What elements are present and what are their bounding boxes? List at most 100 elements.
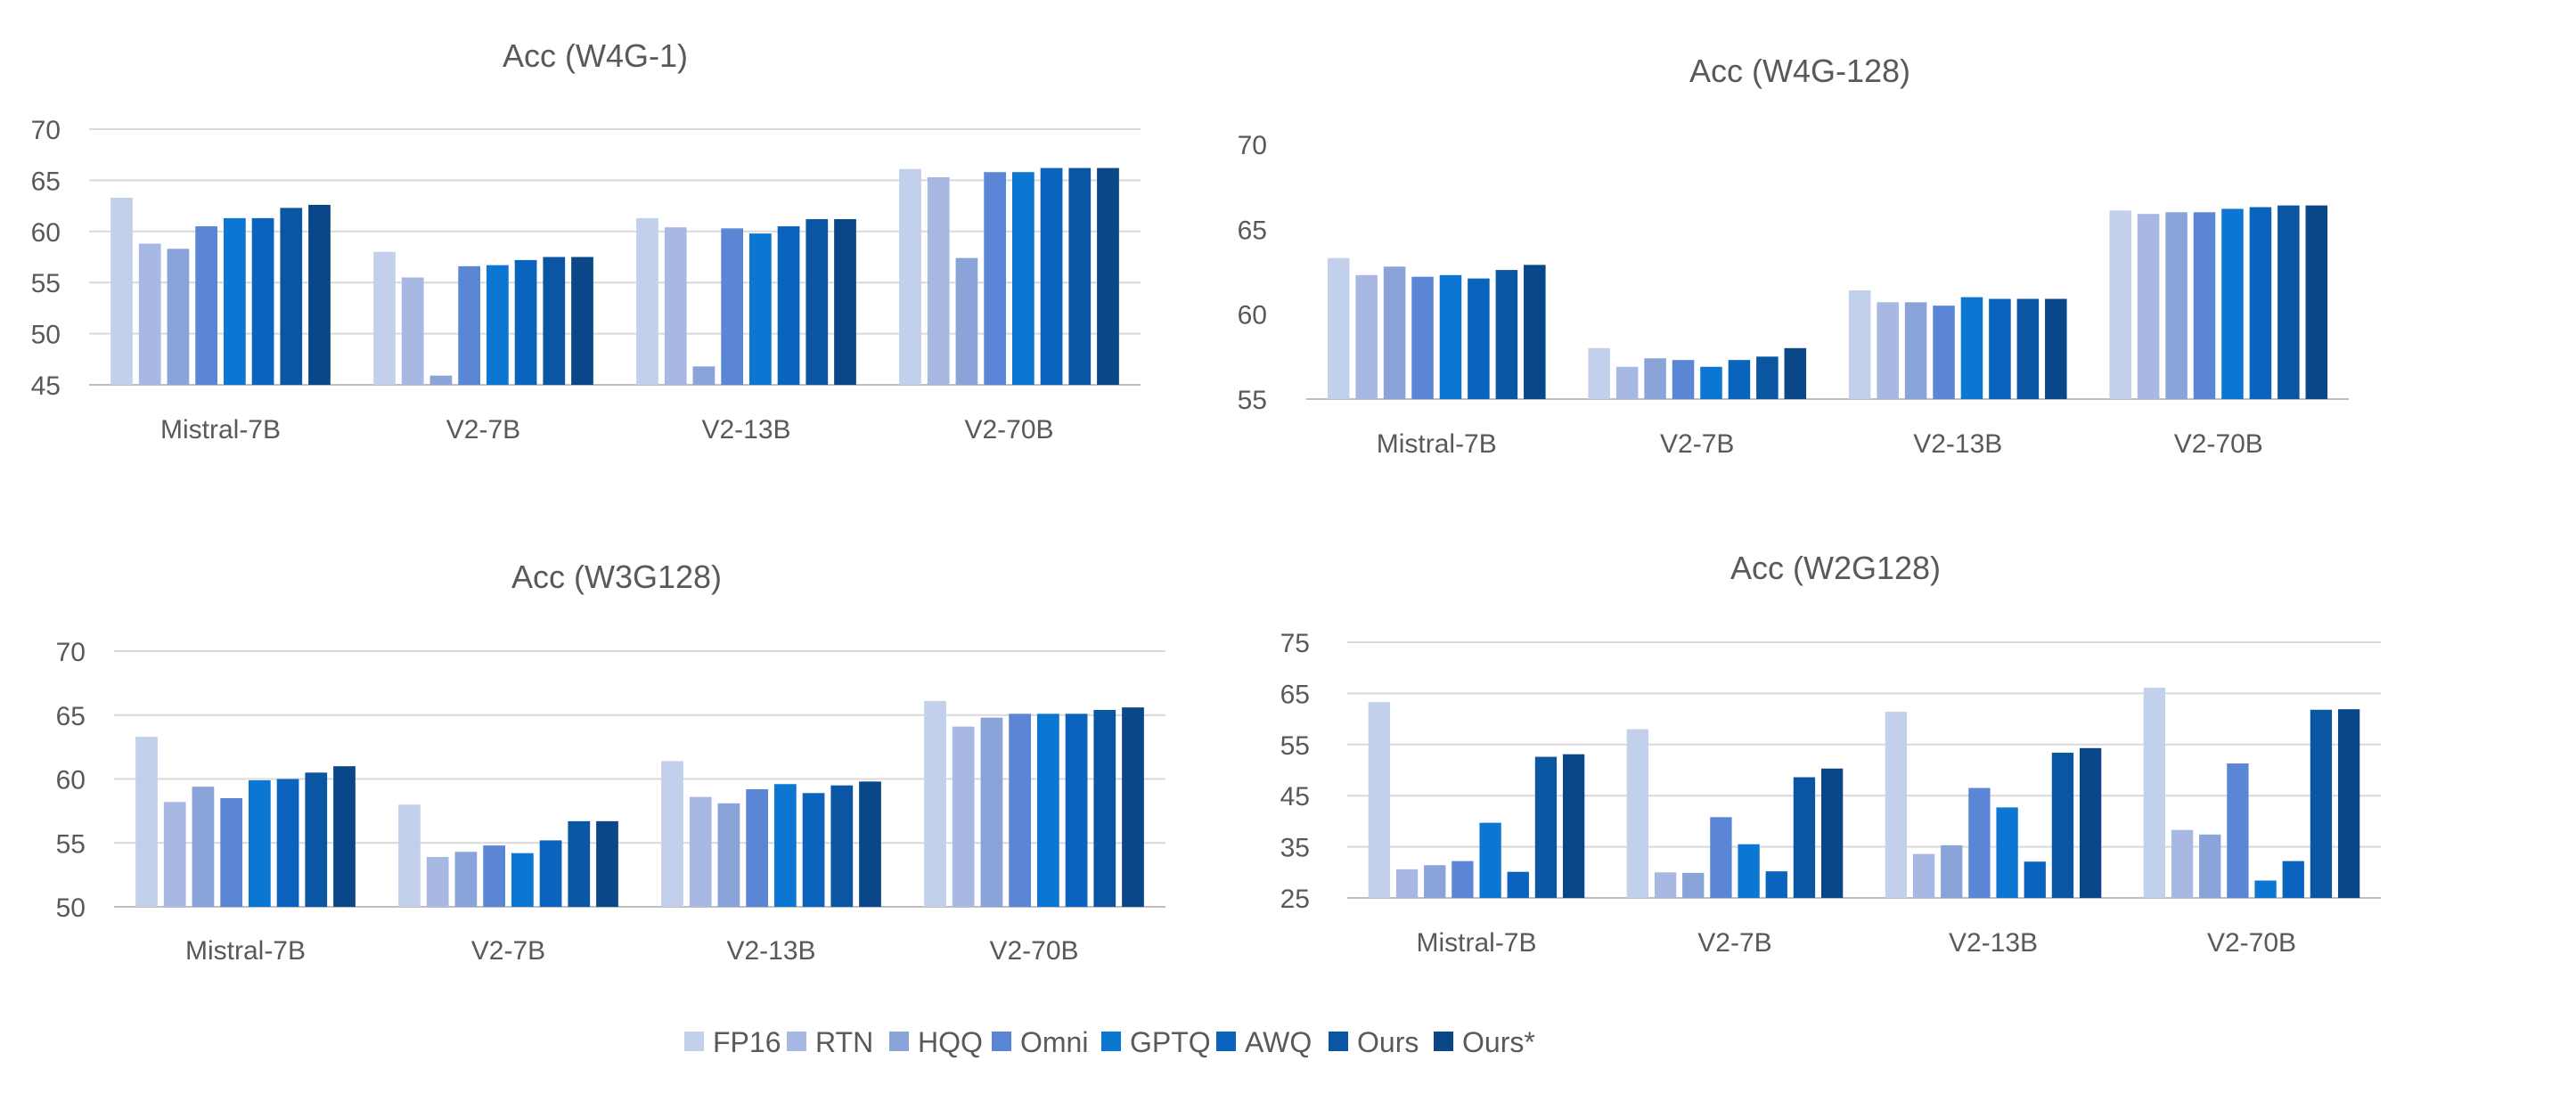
y-tick-label: 55: [1280, 731, 1310, 761]
bar-ours-v2-7b: [1793, 777, 1816, 898]
bar-gptq-v2-70b: [2254, 880, 2277, 898]
y-tick-label: 65: [31, 167, 61, 196]
bar-omni-mistral-7b: [1411, 276, 1434, 399]
bar-gptq-v2-7b: [511, 852, 534, 907]
x-category-label: Mistral-7B: [1416, 928, 1536, 958]
x-category-label: V2-7B: [471, 936, 545, 966]
x-category-label: V2-13B: [1949, 928, 2038, 958]
bar-ours-star-mistral-7b: [308, 204, 331, 385]
bar-omni-mistral-7b: [195, 226, 218, 385]
x-category-label: V2-7B: [446, 415, 520, 445]
x-category-label: V2-70B: [2174, 429, 2263, 459]
bar-fp16-mistral-7b: [1368, 702, 1391, 898]
bar-fp16-mistral-7b: [1327, 257, 1350, 399]
bar-ours-star-v2-7b: [1784, 347, 1807, 399]
bar-ours-mistral-7b: [305, 772, 328, 907]
bar-awq-mistral-7b: [1507, 871, 1529, 898]
bar-rtn-v2-70b: [952, 726, 975, 907]
bar-fp16-v2-7b: [1588, 347, 1610, 399]
bar-ours-star-v2-70b: [2305, 205, 2328, 399]
bar-rtn-v2-13b: [1877, 302, 1899, 399]
bar-hqq-v2-70b: [980, 717, 1003, 907]
bar-ours-v2-70b: [2278, 205, 2300, 399]
y-tick-label: 60: [1238, 301, 1267, 330]
bar-omni-v2-7b: [1672, 360, 1695, 399]
x-category-label: V2-70B: [989, 936, 1078, 966]
chart-title: Acc (W3G128): [511, 559, 722, 595]
bar-ours-star-v2-13b: [2045, 298, 2067, 399]
y-tick-label: 65: [56, 702, 86, 731]
legend: FP16 RTN HQQ Omni GPTQ AWQ Ours Ours*: [684, 1026, 1535, 1058]
bar-awq-v2-7b: [1765, 871, 1787, 898]
bar-omni-v2-13b: [1933, 306, 1955, 399]
bar-rtn-v2-70b: [2171, 829, 2194, 898]
bar-hqq-v2-70b: [955, 257, 978, 385]
bar-ours-v2-13b: [830, 785, 854, 907]
legend-swatch: [1329, 1032, 1348, 1051]
bar-gptq-v2-13b: [1960, 297, 1983, 399]
bar-rtn-v2-7b: [1654, 872, 1677, 898]
bar-gptq-mistral-7b: [1439, 274, 1462, 399]
bar-omni-v2-70b: [1009, 714, 1032, 907]
bar-awq-v2-13b: [2024, 861, 2046, 898]
y-tick-label: 45: [1280, 782, 1310, 812]
bar-hqq-mistral-7b: [1383, 266, 1406, 399]
bar-gptq-v2-7b: [1700, 366, 1722, 399]
x-category-label: V2-70B: [964, 415, 1053, 445]
bar-omni-v2-13b: [1968, 787, 1991, 898]
chart-panel-4: Acc (W2G128) 25 35 45 55 65 75 Mistral-7B V2-7B V…: [1280, 550, 2381, 958]
y-tick-label: 65: [1238, 216, 1267, 245]
bar-ours-star-v2-13b: [834, 219, 856, 385]
bar-rtn-v2-70b: [2137, 214, 2160, 399]
bar-rtn-v2-13b: [689, 796, 712, 907]
bar-rtn-v2-13b: [1912, 853, 1935, 898]
bar-gptq-mistral-7b: [248, 779, 271, 907]
y-tick-label: 50: [31, 321, 61, 350]
y-tick-label: 70: [1238, 131, 1267, 160]
bar-omni-v2-13b: [721, 228, 744, 385]
bar-hqq-v2-70b: [2165, 212, 2188, 399]
x-category-label: Mistral-7B: [1377, 429, 1497, 459]
legend-swatch: [1434, 1032, 1453, 1051]
bar-ours-v2-70b: [1068, 167, 1092, 385]
y-tick-label: 60: [31, 218, 61, 248]
bar-ours-v2-13b: [2051, 752, 2074, 898]
bar-rtn-v2-13b: [664, 227, 687, 385]
bar-awq-v2-7b: [1728, 360, 1751, 399]
bar-hqq-v2-7b: [1682, 872, 1705, 898]
bar-omni-v2-7b: [483, 845, 506, 907]
legend-label: Ours*: [1462, 1026, 1535, 1058]
bar-ours-v2-7b: [1756, 356, 1779, 399]
legend-label: RTN: [815, 1026, 873, 1058]
bar-awq-mistral-7b: [276, 779, 299, 907]
bar-gptq-mistral-7b: [223, 217, 246, 385]
chart-panel-1: Acc (W4G-1) 45 50 55 60 65 70 Mistral-7B V2-7B V2…: [31, 37, 1141, 445]
y-tick-label: 25: [1280, 885, 1310, 914]
bar-fp16-v2-7b: [373, 251, 396, 385]
bar-omni-v2-7b: [1710, 817, 1732, 898]
bar-ours-star-v2-7b: [571, 257, 593, 385]
chart-title: Acc (W2G128): [1730, 550, 1941, 586]
legend-label: AWQ: [1245, 1026, 1312, 1058]
bar-hqq-v2-13b: [717, 803, 740, 907]
bar-fp16-v2-70b: [2143, 688, 2166, 898]
chart-panel-3: Acc (W3G128) 50 55 60 65 70 Mistral-7B V2-7B V2-…: [56, 559, 1165, 966]
bar-hqq-mistral-7b: [167, 249, 190, 385]
bar-ours-v2-70b: [2310, 709, 2333, 898]
bar-ours-star-v2-7b: [1820, 768, 1844, 898]
bar-ours-star-v2-70b: [2337, 709, 2360, 898]
bar-gptq-v2-13b: [773, 784, 797, 907]
bar-fp16-v2-70b: [899, 168, 921, 385]
y-tick-label: 60: [56, 766, 86, 795]
x-category-label: V2-13B: [701, 415, 790, 445]
bar-ours-star-v2-13b: [859, 781, 881, 907]
bar-gptq-v2-70b: [2221, 208, 2244, 399]
bar-gptq-v2-13b: [1996, 807, 2018, 898]
bar-omni-v2-70b: [984, 172, 1007, 385]
x-category-label: V2-7B: [1660, 429, 1734, 459]
bar-hqq-mistral-7b: [192, 787, 215, 907]
bar-rtn-v2-70b: [927, 176, 950, 385]
legend-swatch: [1101, 1032, 1121, 1051]
bar-awq-v2-7b: [514, 259, 537, 385]
